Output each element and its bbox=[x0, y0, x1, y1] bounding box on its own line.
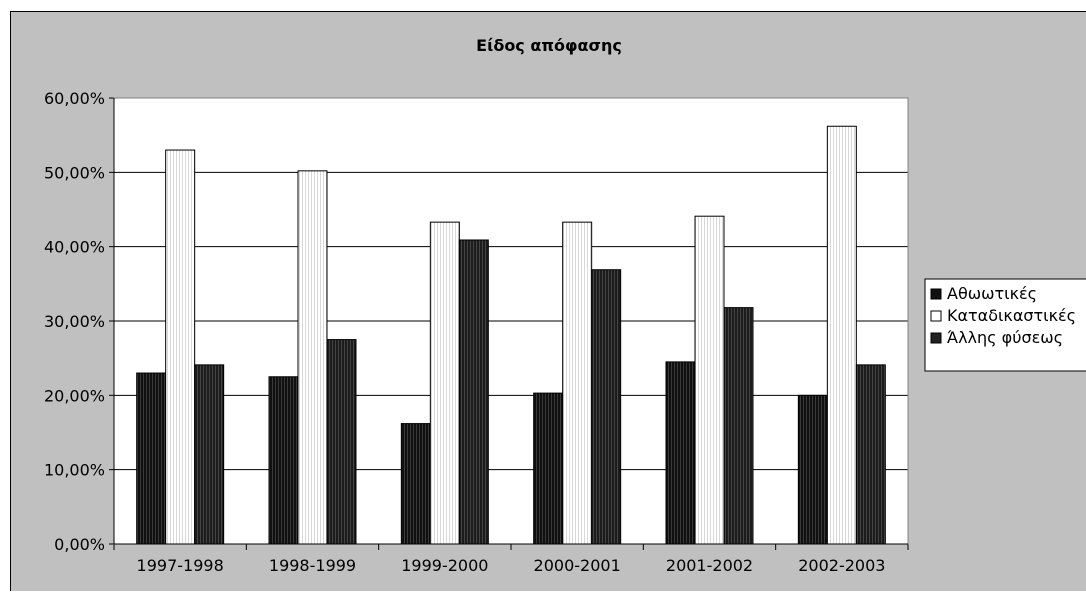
x-tick-label: 2002-2003 bbox=[798, 556, 885, 575]
y-tick-label: 40,00% bbox=[44, 238, 105, 257]
bar bbox=[194, 364, 225, 545]
legend-swatch bbox=[930, 288, 942, 300]
y-tick-label: 10,00% bbox=[44, 461, 105, 480]
y-tick-label: 20,00% bbox=[44, 386, 105, 405]
bar bbox=[723, 307, 754, 545]
bar bbox=[533, 392, 564, 545]
plot-area: 0,00% 10,00% 20,00% 30,00% 40,00% 50,00% 60,00… bbox=[44, 89, 909, 575]
chart-area: Είδος απόφασης 0,00% 10,00% 20,00% 30,00% 40… bbox=[10, 11, 1086, 591]
bar bbox=[591, 269, 622, 545]
legend-label: Άλλης φύσεως bbox=[947, 328, 1063, 347]
bar bbox=[136, 372, 167, 545]
bar bbox=[694, 215, 725, 545]
x-tick-label: 2000-2001 bbox=[534, 556, 621, 575]
chart-title: Είδος απόφασης bbox=[476, 36, 622, 55]
bar bbox=[326, 339, 357, 545]
legend-swatch bbox=[930, 310, 942, 322]
bar bbox=[429, 221, 460, 545]
x-tick-label: 1999-2000 bbox=[401, 556, 488, 575]
x-tick-label: 1997-1998 bbox=[137, 556, 224, 575]
bar bbox=[165, 149, 196, 545]
x-tick-label: 1998-1999 bbox=[269, 556, 356, 575]
y-tick-label: 60,00% bbox=[44, 89, 105, 108]
y-tick-label: 0,00% bbox=[54, 535, 105, 554]
bar bbox=[665, 361, 696, 545]
x-tick-label: 2001-2002 bbox=[666, 556, 753, 575]
legend-swatch bbox=[930, 332, 942, 344]
legend-label: Καταδικαστικές bbox=[947, 306, 1076, 325]
legend: Αθωωτικές Καταδικαστικές Άλλης φύσεως bbox=[924, 278, 1086, 372]
legend-box bbox=[924, 278, 1086, 372]
bar bbox=[855, 364, 886, 545]
bar bbox=[297, 170, 328, 545]
legend-label: Αθωωτικές bbox=[947, 284, 1037, 303]
bar-chart: Είδος απόφασης 0,00% 10,00% 20,00% 30,00% 40… bbox=[44, 36, 1086, 575]
y-tick-label: 30,00% bbox=[44, 312, 105, 331]
bar bbox=[797, 394, 828, 545]
bar bbox=[562, 221, 593, 545]
bar bbox=[400, 423, 431, 545]
bar bbox=[268, 376, 299, 545]
bar bbox=[826, 125, 857, 545]
y-tick-label: 50,00% bbox=[44, 163, 105, 182]
bar bbox=[458, 239, 489, 545]
